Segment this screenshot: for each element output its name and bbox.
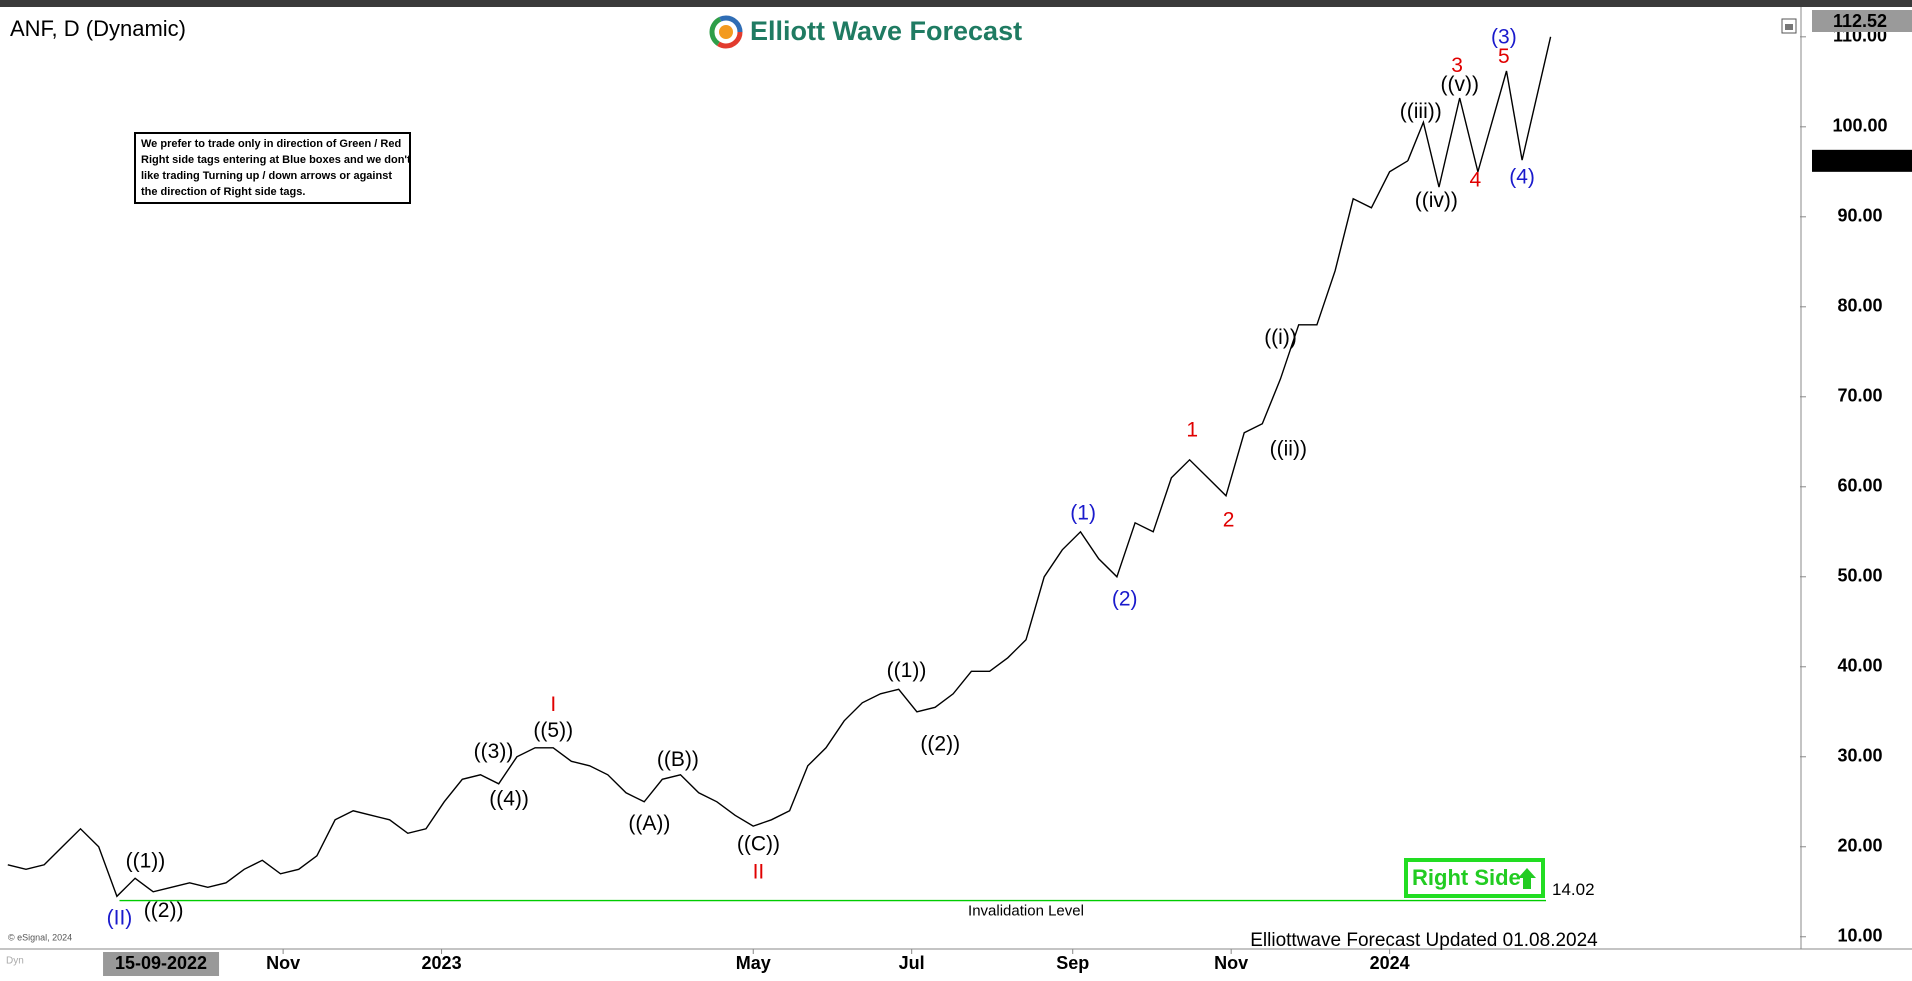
high-tag	[1812, 10, 1912, 32]
last-price-label: 96.22	[1837, 151, 1882, 171]
x-tick-label: 2023	[422, 953, 462, 973]
x-cursor-bg	[103, 952, 220, 976]
invalidation-value: 14.02	[1552, 880, 1595, 899]
logo-arc-green	[709, 15, 743, 49]
wave-label: ((1))	[887, 659, 927, 682]
high-label: 112.52	[1833, 11, 1887, 31]
y-tick-label: 50.00	[1837, 566, 1882, 586]
x-tick-label: Nov	[266, 953, 300, 973]
wave-label: 2	[1223, 509, 1235, 532]
notice-line: We prefer to trade only in direction of …	[141, 138, 401, 150]
logo: Elliott Wave Forecast	[709, 15, 1022, 49]
projection-line	[1407, 36, 1552, 188]
x-tick-label: Jul	[899, 953, 925, 973]
top-bar	[0, 0, 1912, 7]
x-cursor-label: 15-09-2022	[115, 953, 207, 973]
window-icon-inner	[1785, 24, 1793, 30]
notice-box	[134, 132, 411, 204]
y-tick-label: 40.00	[1837, 656, 1882, 676]
wave-label: ((5))	[533, 719, 573, 742]
wave-label: ((2))	[920, 733, 960, 756]
wave-label: (3)	[1491, 25, 1517, 48]
notice-line: the direction of Right side tags.	[141, 186, 305, 198]
wave-label: (4)	[1509, 166, 1535, 189]
notice-line: like trading Turning up / down arrows or…	[141, 170, 392, 182]
x-tick-label: May	[736, 953, 771, 973]
wave-label: (1)	[1070, 501, 1096, 524]
mode: Dyn	[6, 956, 24, 967]
x-tick-label: Sep	[1056, 953, 1089, 973]
symbol-title: ANF, D (Dynamic)	[10, 16, 186, 41]
wave-label: (2)	[1112, 588, 1138, 611]
wave-label: 5	[1498, 45, 1510, 68]
right-side-tag: Right Side	[1404, 858, 1545, 898]
wave-label: 1	[1186, 419, 1198, 442]
logo-arc-blue	[709, 15, 743, 49]
wave-label: ((1))	[126, 850, 166, 873]
brand: Elliott Wave Forecast	[750, 16, 1022, 46]
notice-line: Right side tags entering at Blue boxes a…	[141, 154, 411, 166]
right-side-text: Right Side	[1412, 865, 1521, 890]
invalidation-text: Invalidation Level	[968, 903, 1084, 920]
wave-label: I	[550, 693, 556, 716]
wave-label: (II)	[107, 906, 133, 929]
y-tick-label: 60.00	[1837, 476, 1882, 496]
wave-label: ((B))	[657, 748, 699, 771]
y-tick-label: 100.00	[1832, 116, 1887, 136]
wave-label: II	[753, 860, 765, 883]
wave-label: ((3))	[474, 740, 514, 763]
wave-label: ((C))	[737, 833, 780, 856]
y-tick-label: 20.00	[1837, 836, 1882, 856]
y-tick-label: 10.00	[1837, 926, 1882, 946]
logo-center	[719, 25, 733, 39]
wave-label: ((v))	[1440, 73, 1478, 96]
wave-label: ((ii))	[1270, 437, 1307, 460]
y-tick-label: 70.00	[1837, 386, 1882, 406]
y-tick-label: 90.00	[1837, 206, 1882, 226]
wave-label: ((4))	[489, 788, 529, 811]
wave-label: ((iv))	[1415, 189, 1458, 212]
y-tick-label: 80.00	[1837, 296, 1882, 316]
price-line	[7, 160, 1409, 898]
credit: © eSignal, 2024	[8, 932, 72, 942]
wave-label: ((i))	[1264, 326, 1297, 349]
wave-label: 3	[1451, 54, 1463, 77]
x-tick-label: 2024	[1370, 953, 1410, 973]
wave-label: ((iii))	[1400, 100, 1442, 123]
right-side-arrow	[1518, 868, 1536, 889]
last-price-tag	[1812, 149, 1912, 172]
wave-label: 4	[1469, 168, 1481, 191]
x-tick-label: Nov	[1214, 953, 1248, 973]
footer: Elliottwave Forecast Updated 01.08.2024	[1250, 930, 1598, 951]
wave-label: ((A))	[628, 812, 670, 835]
y-tick-label: 30.00	[1837, 746, 1882, 766]
wave-label: ((2))	[144, 899, 184, 922]
